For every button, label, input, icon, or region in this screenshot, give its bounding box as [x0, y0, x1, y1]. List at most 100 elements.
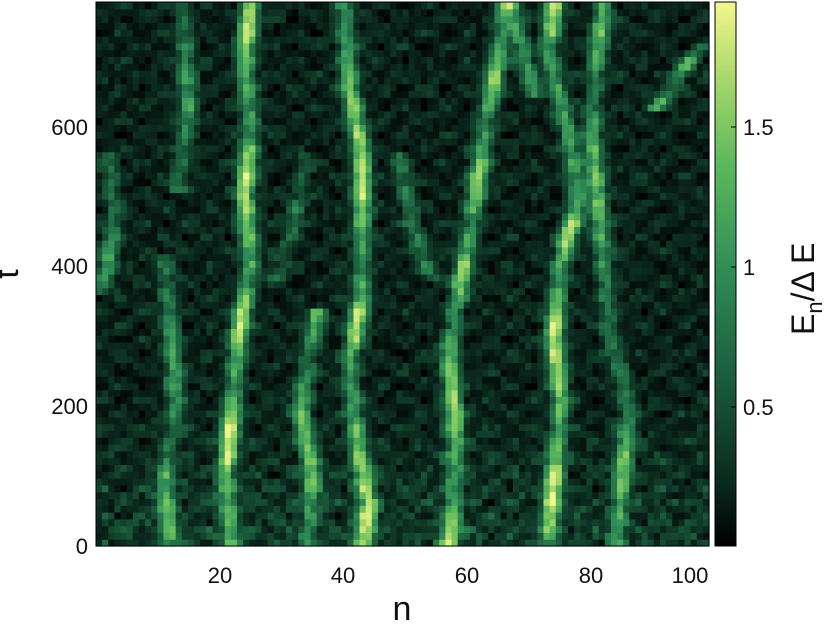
- heatmap-cell: [157, 267, 165, 275]
- heatmap-cell: [304, 491, 312, 499]
- heatmap-cell: [138, 233, 146, 241]
- heatmap-cell: [194, 226, 201, 234]
- heatmap-cell: [555, 362, 563, 370]
- heatmap-cell: [298, 444, 306, 452]
- heatmap-cell: [610, 471, 618, 479]
- heatmap-cell: [451, 267, 459, 275]
- heatmap-cell: [586, 410, 594, 418]
- heatmap-cell: [151, 355, 158, 363]
- heatmap-cell: [604, 505, 612, 513]
- heatmap-cell: [390, 274, 397, 282]
- heatmap-cell: [531, 280, 538, 289]
- heatmap-cell: [702, 253, 710, 261]
- heatmap-cell: [255, 444, 263, 452]
- heatmap-cell: [402, 382, 410, 391]
- heatmap-cell: [457, 246, 465, 255]
- heatmap-cell: [310, 206, 318, 214]
- heatmap-cell: [439, 512, 447, 520]
- heatmap-cell: [445, 212, 453, 221]
- heatmap-cell: [396, 450, 404, 459]
- heatmap-cell: [157, 525, 165, 533]
- heatmap-cell: [433, 491, 440, 499]
- heatmap-cell: [439, 335, 447, 343]
- heatmap-cell: [359, 348, 367, 357]
- heatmap-cell: [157, 376, 165, 384]
- heatmap-cell: [494, 532, 502, 540]
- heatmap-cell: [224, 478, 232, 486]
- heatmap-cell: [120, 525, 128, 533]
- heatmap-cell: [138, 532, 146, 540]
- heatmap-cell: [347, 212, 355, 221]
- heatmap-cell: [476, 260, 483, 268]
- heatmap-cell: [512, 226, 520, 234]
- heatmap-cell: [702, 219, 710, 227]
- heatmap-cell: [96, 246, 103, 255]
- heatmap-cell: [574, 532, 581, 540]
- heatmap-cell: [371, 382, 379, 391]
- heatmap-cell: [574, 484, 581, 493]
- heatmap-cell: [604, 450, 612, 459]
- heatmap-cell: [488, 478, 496, 486]
- heatmap-cell: [666, 335, 673, 343]
- heatmap-cell: [445, 410, 453, 418]
- heatmap-cell: [108, 260, 115, 268]
- heatmap-cell: [604, 355, 612, 363]
- heatmap-cell: [598, 280, 606, 289]
- heatmap-cell: [580, 369, 587, 377]
- heatmap-cell: [243, 328, 250, 336]
- heatmap-cell: [537, 369, 545, 377]
- heatmap-cell: [463, 539, 471, 547]
- heatmap-cell: [531, 532, 538, 540]
- heatmap-cell: [408, 274, 416, 282]
- heatmap-cell: [365, 348, 373, 357]
- heatmap-cell: [218, 437, 226, 445]
- heatmap-cell: [568, 430, 575, 438]
- heatmap-cell: [108, 226, 115, 234]
- heatmap-cell: [102, 260, 109, 268]
- heatmap-cell: [194, 512, 201, 520]
- heatmap-cell: [181, 212, 189, 221]
- heatmap-cell: [212, 505, 220, 513]
- heatmap-cell: [230, 260, 238, 268]
- heatmap-cell: [114, 240, 122, 248]
- heatmap-cell: [145, 308, 152, 316]
- heatmap-cell: [322, 396, 330, 404]
- heatmap-cell: [598, 403, 606, 411]
- heatmap-cell: [482, 512, 489, 520]
- heatmap-cell: [678, 382, 686, 391]
- heatmap-cell: [298, 512, 306, 520]
- heatmap-cell: [610, 253, 618, 261]
- heatmap-cell: [561, 328, 569, 336]
- heatmap-cell: [181, 532, 189, 540]
- heatmap-cell: [635, 532, 643, 540]
- heatmap-cell: [463, 437, 471, 445]
- heatmap-cell: [181, 233, 189, 241]
- heatmap-cell: [298, 219, 306, 227]
- heatmap-cell: [537, 505, 545, 513]
- heatmap-cell: [659, 389, 667, 397]
- heatmap-cell: [132, 274, 140, 282]
- heatmap-cell: [427, 362, 434, 370]
- heatmap-cell: [230, 532, 238, 540]
- heatmap-cell: [292, 410, 299, 418]
- heatmap-cell: [163, 396, 171, 404]
- heatmap-cell: [402, 464, 410, 472]
- heatmap-cell: [261, 308, 269, 316]
- heatmap-cell: [279, 294, 287, 302]
- heatmap-cell: [96, 410, 103, 418]
- heatmap-cell: [298, 505, 306, 513]
- heatmap-cell: [230, 328, 238, 336]
- heatmap-cell: [463, 348, 471, 357]
- heatmap-cell: [574, 539, 581, 547]
- heatmap-cell: [261, 301, 269, 309]
- heatmap-cell: [629, 484, 637, 493]
- heatmap-cell: [120, 206, 128, 214]
- heatmap-cell: [580, 240, 587, 248]
- heatmap-cell: [641, 369, 649, 377]
- heatmap-cell: [408, 342, 416, 350]
- heatmap-cell: [187, 410, 195, 418]
- heatmap-cell: [684, 464, 692, 472]
- heatmap-cell: [537, 396, 545, 404]
- heatmap-cell: [702, 525, 710, 533]
- heatmap-cell: [273, 369, 281, 377]
